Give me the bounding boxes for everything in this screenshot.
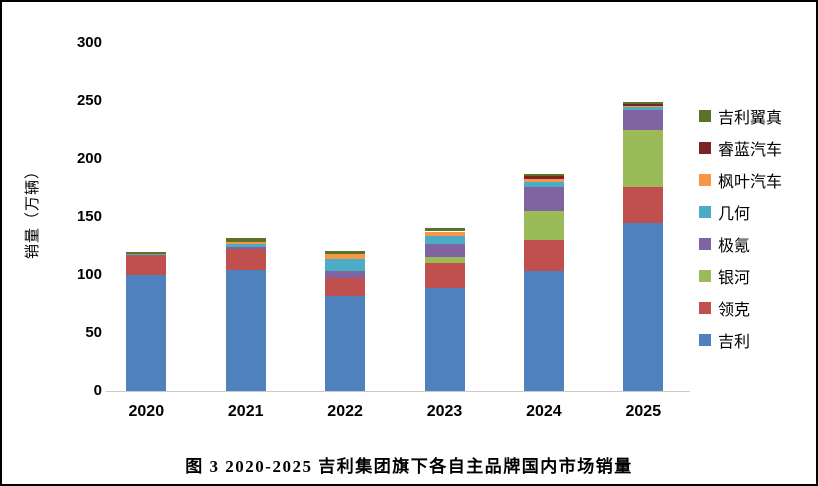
legend-label: 银河 [718, 270, 751, 287]
bar-segment-几何-2021 [225, 243, 266, 247]
legend-swatch-icon [699, 270, 711, 282]
bar-segment-枫叶汽车-2021 [225, 241, 266, 244]
legend: 吉利翼真睿蓝汽车枫叶汽车几何极氪银河领克吉利 [699, 106, 782, 362]
legend-swatch-icon [699, 238, 711, 250]
y-tick-label: 0 [93, 382, 102, 399]
figure-caption: 图 3 2020-2025 吉利集团旗下各自主品牌国内市场销量 [185, 457, 633, 476]
bar-segment-吉利-2024 [523, 270, 564, 391]
bar-segment-领克-2020 [126, 254, 167, 275]
x-tick-label-2024: 2024 [526, 403, 562, 420]
bar-segment-睿蓝汽车-2025 [623, 103, 664, 106]
bar-segment-枫叶汽车-2024 [523, 178, 564, 182]
bar-segment-吉利-2021 [225, 269, 266, 391]
bar-segment-极氪-2021 [225, 246, 266, 249]
legend-item-枫叶汽车: 枫叶汽车 [699, 170, 783, 191]
bar-segment-领克-2023 [424, 263, 465, 288]
legend-swatch-icon [699, 334, 711, 346]
bar-segment-睿蓝汽车-2024 [523, 176, 564, 179]
legend-swatch-icon [699, 142, 711, 154]
legend-swatch-icon [699, 110, 711, 122]
bar-segment-极氪-2023 [424, 244, 465, 257]
x-tick-label-2025: 2025 [625, 403, 662, 420]
y-tick-label: 200 [76, 150, 102, 167]
bar-segment-领克-2025 [623, 186, 664, 223]
legend-swatch-icon [699, 302, 711, 314]
y-tick-label: 100 [76, 266, 102, 283]
bar-segment-几何-2022 [325, 258, 366, 271]
legend-item-极氪: 极氪 [699, 234, 782, 255]
legend-item-几何: 几何 [699, 202, 782, 223]
bar-segment-几何-2025 [623, 107, 664, 111]
y-tick-label: 300 [76, 34, 102, 51]
bar-segment-领克-2022 [325, 277, 366, 296]
legend-label: 睿蓝汽车 [718, 142, 783, 159]
bar-segment-吉利翼真-2025 [623, 102, 664, 104]
bar-segment-几何-2020 [126, 254, 167, 255]
legend-swatch-icon [699, 174, 711, 186]
bar-segment-枫叶汽车-2022 [325, 253, 366, 259]
legend-label: 吉利 [718, 334, 751, 351]
y-axis-title: 销量（万辆） [25, 163, 41, 260]
bar-segment-几何-2023 [424, 236, 465, 245]
y-tick-label: 250 [76, 92, 102, 109]
legend-label: 吉利翼真 [718, 110, 783, 127]
y-tick-label: 150 [76, 208, 102, 225]
legend-label: 枫叶汽车 [718, 174, 783, 191]
bar-segment-极氪-2022 [325, 270, 366, 278]
y-tick-label: 50 [85, 324, 102, 341]
bar-segment-吉利翼真-2022 [325, 250, 366, 254]
bar-segment-吉利翼真-2023 [424, 228, 465, 232]
bar-segment-吉利-2025 [623, 222, 664, 391]
x-tick-label-2023: 2023 [426, 403, 463, 420]
bar-segment-吉利-2023 [424, 287, 465, 391]
x-axis-line [106, 391, 690, 392]
bar-segment-领克-2024 [523, 239, 564, 271]
legend-swatch-icon [699, 206, 711, 218]
legend-item-银河: 银河 [699, 266, 782, 287]
bar-segment-极氪-2025 [623, 110, 664, 130]
legend-label: 极氪 [718, 238, 751, 255]
bar-segment-银河-2024 [523, 210, 564, 240]
bar-segment-吉利-2020 [126, 275, 167, 391]
legend-label: 几何 [718, 206, 751, 223]
x-tick-label-2021: 2021 [227, 403, 264, 420]
legend-label: 领克 [718, 302, 751, 319]
bar-segment-枫叶汽车-2023 [424, 231, 465, 237]
x-tick-label-2022: 2022 [327, 403, 363, 420]
legend-item-睿蓝汽车: 睿蓝汽车 [699, 138, 783, 159]
legend-item-吉利: 吉利 [699, 330, 782, 351]
bar-segment-吉利翼真-2021 [225, 237, 266, 242]
legend-item-领克: 领克 [699, 298, 782, 319]
bar-segment-吉利翼真-2020 [126, 251, 167, 255]
bar-segment-枫叶汽车-2025 [623, 105, 664, 108]
legend-item-吉利翼真: 吉利翼真 [699, 106, 783, 127]
bar-segment-吉利翼真-2024 [523, 173, 564, 177]
bar-segment-极氪-2024 [523, 187, 564, 211]
x-tick-label-2020: 2020 [128, 403, 165, 420]
bar-segment-银河-2025 [623, 130, 664, 187]
bar-segment-吉利-2022 [325, 295, 366, 391]
bar-segment-几何-2024 [523, 181, 564, 188]
bar-segment-银河-2023 [424, 257, 465, 264]
bar-segment-领克-2021 [225, 248, 266, 270]
